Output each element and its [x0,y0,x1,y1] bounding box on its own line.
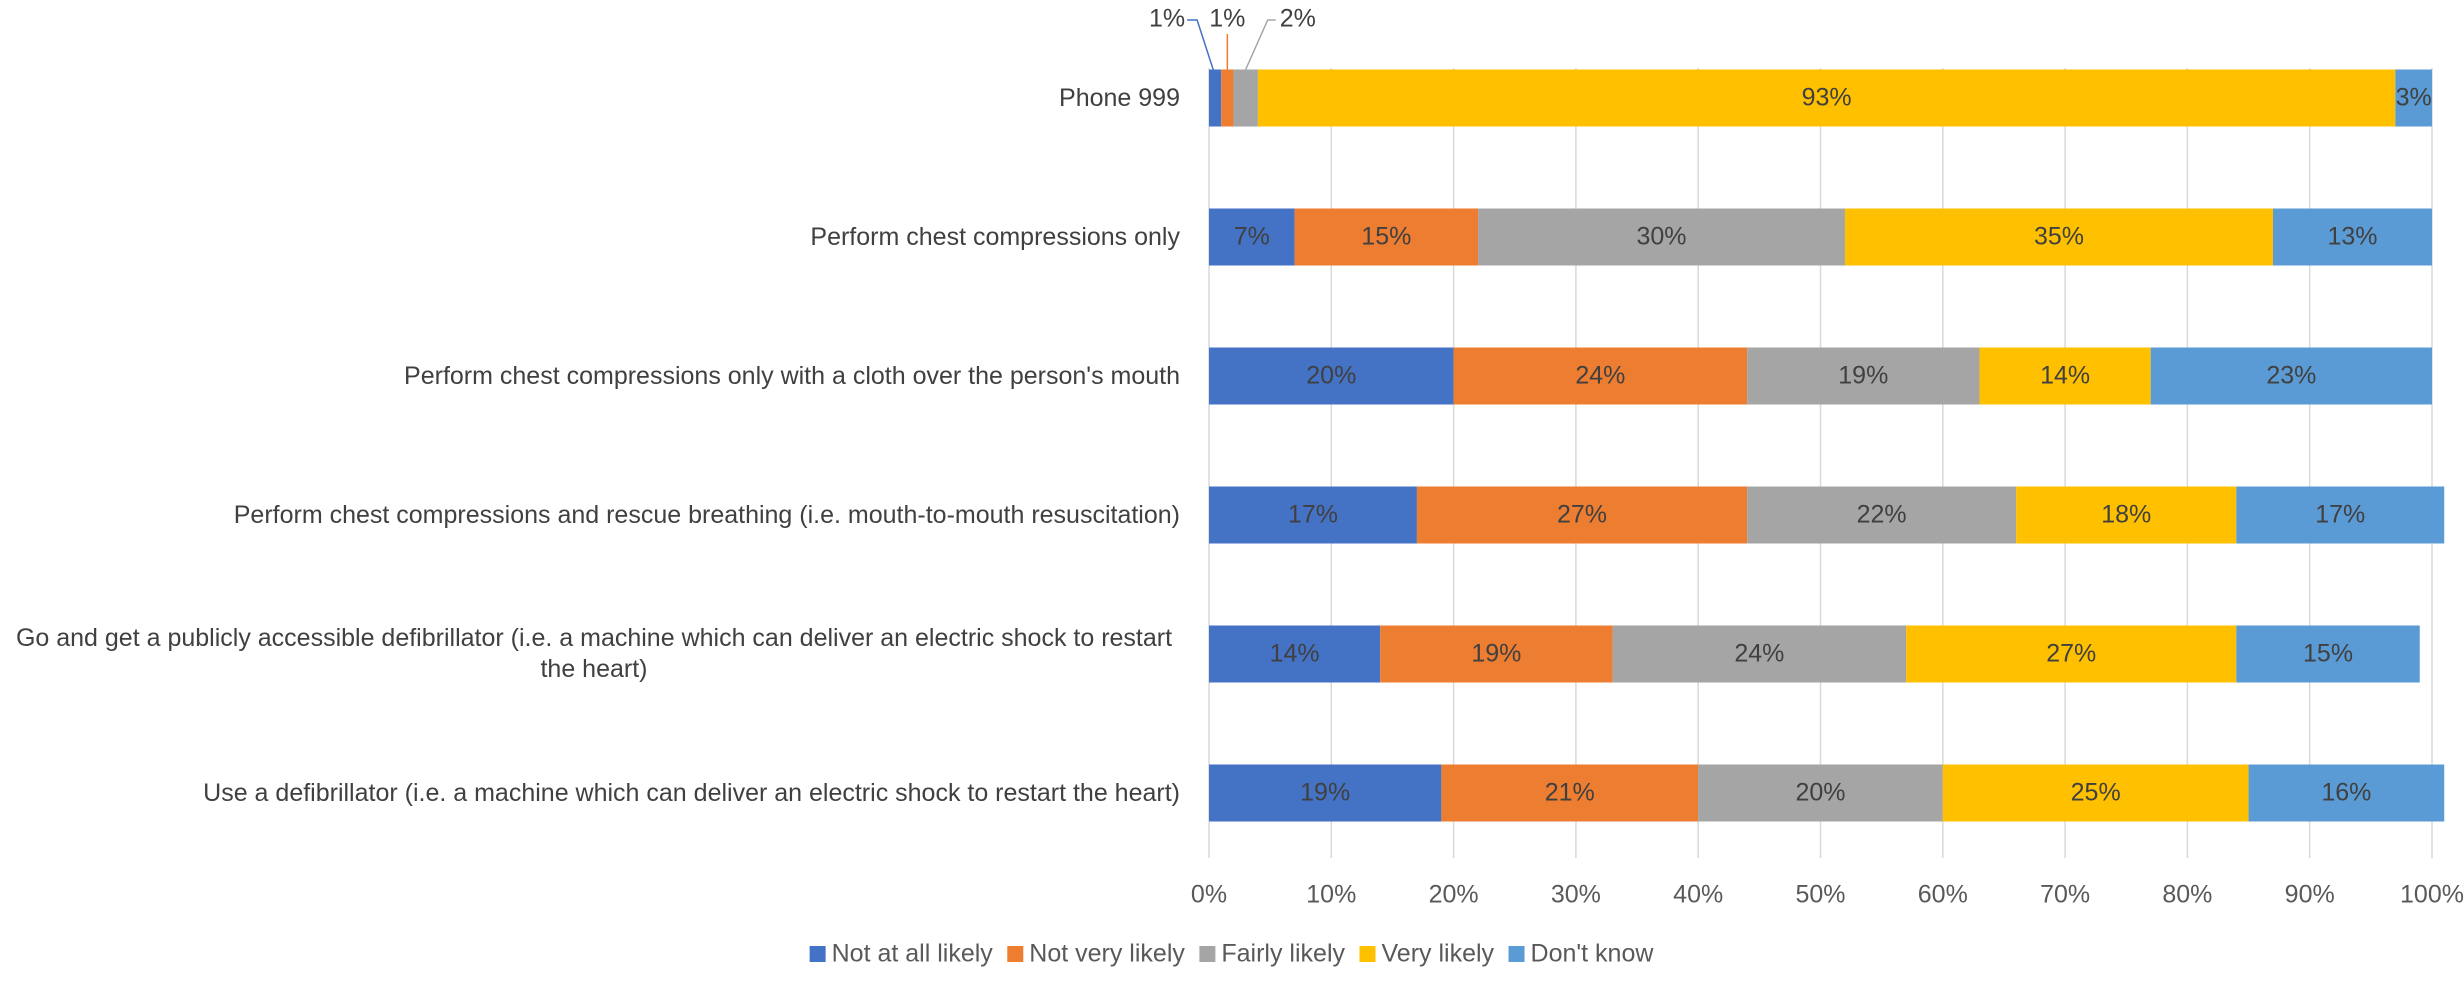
y-tick-label-text: Perform chest compressions only with a c… [404,361,1180,390]
data-label: 1% [1149,5,1185,33]
data-label: 20% [1306,362,1356,390]
bar-segment [1209,208,1295,266]
legend-swatch [1508,946,1525,962]
legend-swatch [1359,946,1376,962]
y-tick-label-text: Phone 999 [1059,83,1180,112]
data-label: 25% [2071,779,2121,807]
legend-label: Fairly likely [1221,940,1345,968]
data-label: 24% [1734,640,1784,668]
y-tick-label: Use a defibrillator (i.e. a machine whic… [0,778,1180,809]
x-tick-label: 90% [2285,881,2335,909]
bar-segment [1209,764,1442,822]
data-label: 19% [1300,779,1350,807]
legend-label: Don't know [1531,940,1655,968]
y-tick-label: Phone 999 [0,83,1180,114]
data-label: 27% [2046,640,2096,668]
bar-segment [1416,486,1748,544]
bar-segment [1478,208,1845,266]
y-tick-label-text: Perform chest compressions only [810,222,1180,251]
data-label: 27% [1557,501,1607,529]
leader-line [1245,19,1276,70]
data-label: 14% [2040,362,2090,390]
x-tick-label: 80% [2162,881,2212,909]
y-tick-label: Go and get a publicly accessible defibri… [0,623,1180,685]
bar-segment [1979,347,2151,405]
bar-segment [1380,625,1613,683]
data-label: 22% [1857,501,1907,529]
data-label: 1% [1209,5,1245,33]
data-label: 16% [2321,779,2371,807]
x-tick-label: 70% [2040,881,2090,909]
legend-swatch [1007,946,1024,962]
data-label: 15% [1361,223,1411,251]
data-label: 3% [2396,84,2432,112]
x-tick-label: 50% [1795,881,1845,909]
data-label: 14% [1270,640,1320,668]
data-label: 21% [1545,779,1595,807]
legend-label: Not at all likely [832,940,994,968]
data-label: 15% [2303,640,2353,668]
bar-segment [1698,764,1943,822]
bar-segment [1209,69,1222,127]
x-tick-label: 30% [1551,881,1601,909]
legend-swatch [1199,946,1216,962]
x-tick-label: 40% [1673,881,1723,909]
bar-segment [2236,486,2445,544]
data-label: 19% [1838,362,1888,390]
legend-swatch [809,946,826,962]
bar-segment [1942,764,2249,822]
y-tick-label: Perform chest compressions only [0,222,1180,253]
bar-segment [2248,764,2445,822]
bar-segment [1747,347,1980,405]
bar-segment [1209,347,1454,405]
data-label: 30% [1636,223,1686,251]
legend-label: Very likely [1382,940,1495,968]
data-label: 18% [2101,501,2151,529]
data-label: 13% [2327,223,2377,251]
bar-segment [2395,69,2432,127]
y-tick-label-text: Go and get a publicly accessible defibri… [15,624,1173,683]
bar-segment [1906,625,2237,683]
bar-segment [1441,764,1699,822]
legend-label: Not very likely [1029,940,1185,968]
y-tick-label-text: Use a defibrillator (i.e. a machine whic… [203,778,1180,807]
bar-segment [1209,486,1417,544]
data-label: 2% [1280,5,1316,33]
bar-segment [1294,208,1479,266]
bar-segment [1257,69,2396,127]
bar-segment [2236,625,2420,683]
data-label: 17% [2315,501,2365,529]
x-tick-label: 20% [1429,881,1479,909]
data-label: 23% [2266,362,2316,390]
bar-segment [1612,625,1907,683]
bar-segment [1221,69,1234,127]
bar-segment [1453,347,1748,405]
y-tick-label: Perform chest compressions only with a c… [0,361,1180,392]
data-label: 7% [1234,223,1270,251]
bar-segment [1209,625,1381,683]
data-label: 19% [1471,640,1521,668]
data-label: 17% [1288,501,1338,529]
data-label: 93% [1802,84,1852,112]
y-tick-label-text: Perform chest compressions and rescue br… [233,500,1180,529]
bar-segment [1747,486,2017,544]
data-label: 35% [2034,223,2084,251]
bar-segment [1233,69,1258,127]
x-tick-label: 0% [1191,881,1227,909]
bar-segment [2273,208,2432,266]
data-label: 20% [1795,779,1845,807]
data-label: 24% [1575,362,1625,390]
x-tick-label: 10% [1306,881,1356,909]
leader-line [1187,19,1216,76]
bar-segment [2016,486,2237,544]
y-tick-label: Perform chest compressions and rescue br… [0,500,1180,531]
x-tick-label: 100% [2400,881,2464,909]
bar-segment [2150,347,2432,405]
x-tick-label: 60% [1918,881,1968,909]
bar-segment [1844,208,2274,266]
